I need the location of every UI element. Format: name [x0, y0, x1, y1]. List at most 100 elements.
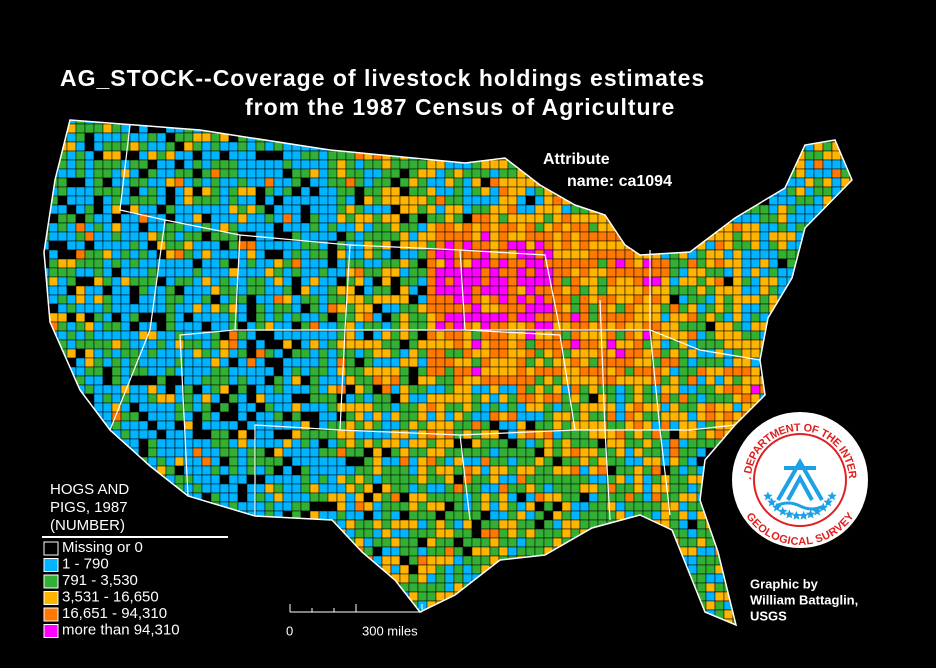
county [669, 465, 680, 476]
county [84, 231, 95, 242]
county [390, 312, 401, 323]
county [75, 195, 86, 206]
county [138, 267, 149, 278]
county [273, 429, 284, 440]
county [165, 168, 176, 179]
county [318, 528, 329, 539]
county [561, 402, 572, 413]
county [399, 528, 410, 539]
county [859, 565, 868, 574]
county [345, 564, 356, 575]
county [219, 384, 230, 395]
county [336, 312, 347, 323]
county [543, 411, 554, 422]
county [849, 330, 852, 341]
county [660, 123, 671, 134]
county [498, 429, 509, 440]
county [579, 573, 590, 584]
county [570, 447, 581, 458]
county [516, 132, 527, 143]
county [525, 330, 536, 341]
county [723, 555, 734, 566]
county [417, 429, 428, 440]
county [768, 150, 779, 161]
county [606, 438, 617, 449]
county [525, 456, 536, 467]
county [804, 195, 815, 206]
county [642, 465, 653, 476]
county [183, 195, 194, 206]
county [44, 366, 50, 377]
county [129, 312, 140, 323]
county [44, 339, 50, 350]
county [786, 393, 797, 404]
county [300, 150, 311, 161]
county [453, 150, 464, 161]
county [309, 276, 320, 287]
county [309, 537, 320, 548]
county [426, 177, 437, 188]
county [219, 141, 230, 152]
county [120, 120, 131, 125]
county [336, 213, 347, 224]
county [859, 196, 868, 205]
county [381, 168, 392, 179]
county [273, 168, 284, 179]
county [318, 447, 329, 458]
county [291, 132, 302, 143]
county [300, 177, 311, 188]
county [219, 393, 230, 404]
county [714, 123, 725, 134]
county [192, 546, 203, 557]
county [525, 204, 536, 215]
county [588, 447, 599, 458]
county [264, 501, 275, 512]
county [543, 177, 554, 188]
county [696, 123, 707, 134]
county [453, 213, 464, 224]
county [732, 546, 743, 557]
county [624, 276, 635, 287]
county [489, 285, 500, 296]
county [471, 276, 482, 287]
county [309, 330, 320, 341]
county [363, 447, 374, 458]
county [264, 258, 275, 269]
county [75, 240, 86, 251]
county [507, 312, 518, 323]
county [687, 528, 698, 539]
county [264, 222, 275, 233]
county [48, 357, 59, 368]
county [597, 501, 608, 512]
county [714, 528, 725, 539]
county [714, 474, 725, 485]
county [44, 321, 50, 332]
county [516, 375, 527, 386]
county [44, 303, 50, 314]
county [723, 204, 734, 215]
county [786, 240, 797, 251]
county [859, 187, 868, 196]
county [480, 285, 491, 296]
county [489, 168, 500, 179]
county [480, 132, 491, 143]
county [93, 303, 104, 314]
county [309, 519, 320, 530]
county [444, 195, 455, 206]
county [795, 294, 806, 305]
county [417, 168, 428, 179]
county [471, 411, 482, 422]
county [552, 123, 563, 134]
county [516, 564, 527, 575]
county [669, 285, 680, 296]
county [44, 132, 50, 143]
county [291, 591, 302, 602]
county [417, 357, 428, 368]
county [336, 429, 347, 440]
county [192, 411, 203, 422]
county [723, 411, 734, 422]
county [444, 456, 455, 467]
county [44, 159, 50, 170]
county [633, 582, 644, 593]
county [606, 339, 617, 350]
